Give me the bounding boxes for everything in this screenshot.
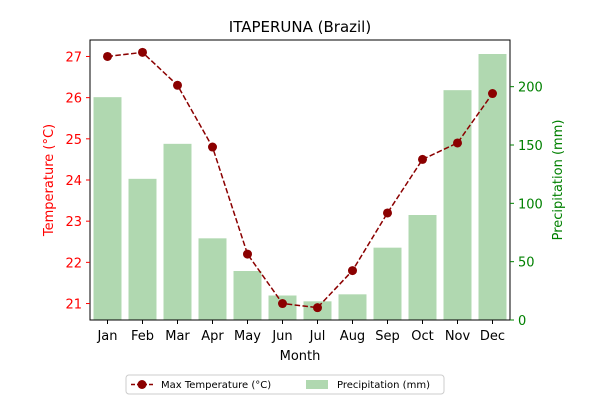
precipitation-bar-jan [93,97,122,321]
x-tick-label-aug: Aug [340,329,365,344]
precipitation-bars [93,54,507,321]
precipitation-bar-nov [443,90,472,321]
left-y-tick-label-24: 24 [65,174,82,189]
right-y-tick-label-50: 50 [518,256,535,271]
precipitation-bar-oct [408,215,437,320]
temperature-point-oct [418,154,427,164]
legend-precipitation-label: Precipitation (mm) [337,380,430,391]
right-y-tick-label-150: 150 [518,139,543,154]
x-tick-label-apr: Apr [201,329,224,344]
left-y-axis: 21 22 23 24 25 26 27 [65,50,90,313]
x-axis-title: Month [280,349,321,364]
left-y-tick-label-22: 22 [65,256,82,271]
precipitation-bar-mar [163,143,192,320]
x-tick-label-mar: Mar [165,329,190,344]
left-y-tick-label-27: 27 [65,50,82,65]
precipitation-bar-dec [478,54,507,320]
x-axis: Jan Feb Mar Apr May Jun Jul Aug Sep Oct Nov Dec [96,320,505,344]
legend-precipitation-swatch [306,380,328,389]
temperature-point-jan [103,51,112,61]
temperature-point-jun [278,299,287,309]
temperature-series-line [107,51,494,309]
temperature-point-jul [313,303,322,313]
x-tick-label-feb: Feb [131,329,154,344]
chart-title: ITAPERUNA (Brazil) [229,18,371,36]
right-y-tick-label-0: 0 [518,314,526,329]
precipitation-bar-aug [338,294,367,320]
temperature-point-mar [173,80,182,90]
x-tick-label-dec: Dec [480,329,505,344]
x-tick-label-jun: Jun [271,329,292,344]
x-tick-label-may: May [234,329,261,344]
x-tick-label-nov: Nov [445,329,471,344]
x-tick-label-oct: Oct [411,329,433,344]
left-y-tick-label-23: 23 [65,215,82,230]
right-y-tick-label-200: 200 [518,81,543,96]
legend-temperature-swatch-marker [137,380,147,389]
x-tick-label-sep: Sep [375,329,400,344]
precipitation-bar-sep [373,247,402,320]
legend-temperature-label: Max Temperature (°C) [161,380,271,391]
left-y-axis-title: Temperature (°C) [42,124,57,237]
precipitation-bar-may [233,271,262,320]
temperature-point-dec [488,89,497,99]
temperature-point-aug [348,266,357,276]
legend-frame [125,374,445,395]
temperature-line [103,47,497,313]
temperature-point-nov [453,138,462,148]
legend: Max Temperature (°C) Precipitation (mm) [125,374,445,395]
right-y-tick-label-100: 100 [518,197,543,212]
temperature-point-may [243,249,252,259]
temperature-point-feb [138,47,147,57]
precipitation-bar-feb [128,178,157,320]
right-y-axis-title: Precipitation (mm) [551,120,566,241]
left-y-tick-label-21: 21 [65,298,82,313]
precipitation-bar-apr [198,238,227,320]
left-y-tick-label-26: 26 [65,92,82,107]
left-y-tick-label-25: 25 [65,133,82,148]
right-y-axis: 0 50 100 150 200 [510,81,543,329]
x-tick-label-jan: Jan [96,329,117,344]
temperature-point-apr [208,142,217,152]
x-tick-label-jul: Jul [309,329,326,344]
temperature-point-sep [383,208,392,218]
